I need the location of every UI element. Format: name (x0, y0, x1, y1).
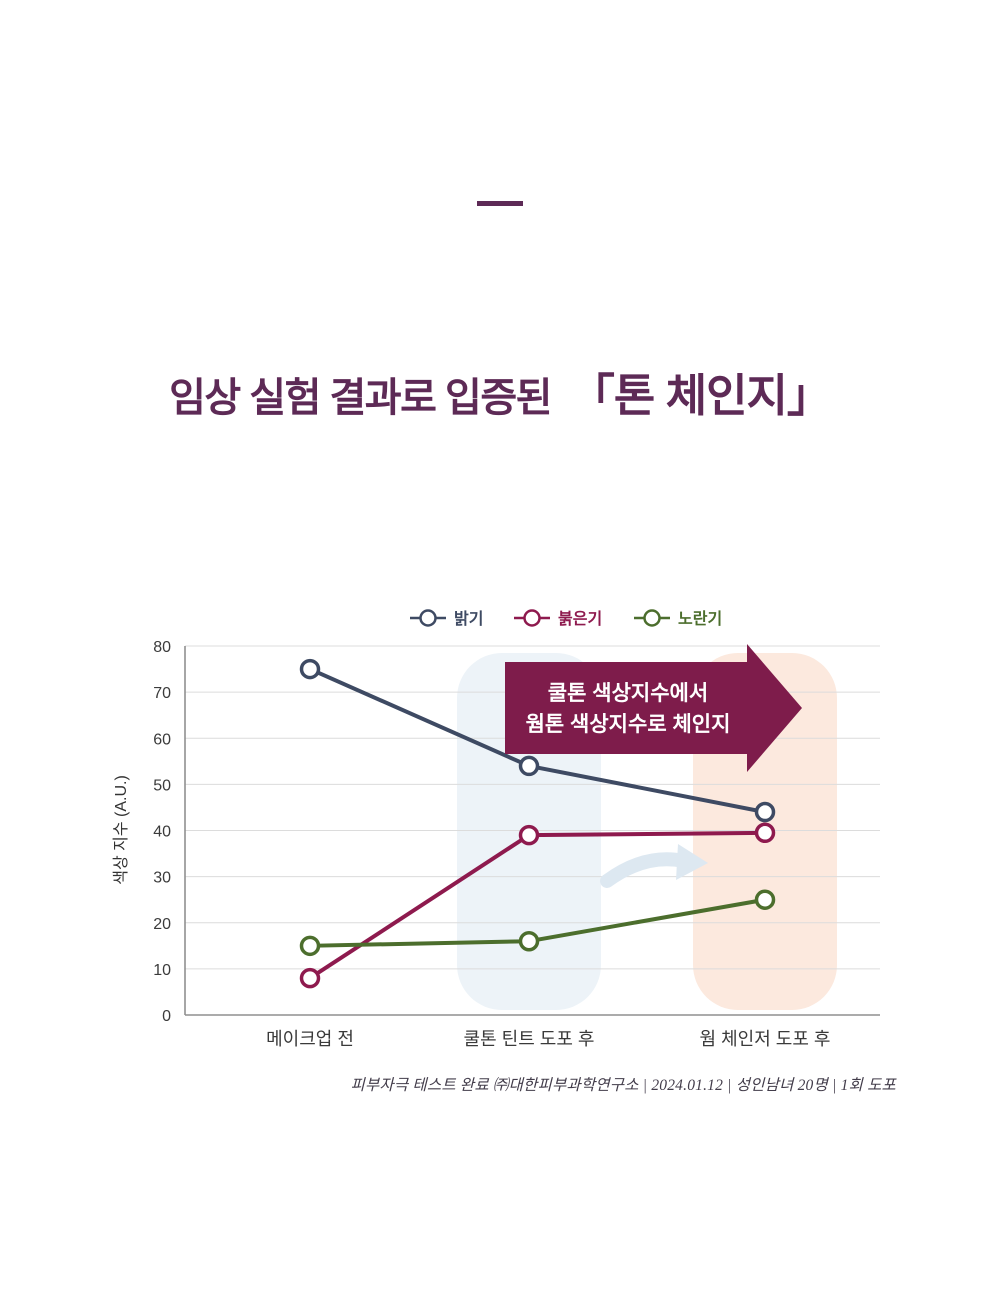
legend-label: 노란기 (678, 610, 722, 628)
y-tick-label: 70 (153, 685, 171, 702)
data-point-marker (299, 967, 321, 989)
transition-arrow-icon (600, 852, 691, 888)
legend-marker-icon (419, 609, 437, 627)
tone-change-chart: 0 10 20 30 40 50 60 70 80 색상 지수 (A.U.) 메이크업 전 쿨톤 틴트… (110, 598, 910, 1098)
data-point-marker (518, 755, 540, 777)
footnote: 피부자극 테스트 완료 ㈜대한피부과학연구소 | 2024.01.12 | 성인… (350, 1077, 896, 1094)
legend-marker-icon (523, 609, 541, 627)
annotation-text: 웜톤 색상지수로 체인지 (526, 713, 731, 736)
legend-label: 붉은기 (558, 610, 602, 628)
legend-label: 밝기 (454, 610, 483, 628)
y-tick-label: 0 (162, 1008, 171, 1025)
data-point-marker (518, 824, 540, 846)
chart-svg: 0 10 20 30 40 50 60 70 80 색상 지수 (A.U.) 메이크업 전 쿨톤 틴트… (112, 609, 880, 1049)
y-tick-label: 40 (153, 824, 171, 841)
y-tick-label: 30 (153, 870, 171, 887)
page-title: 임상 실험 결과로 입증된 「톤 체인지」 (0, 370, 1000, 422)
y-tick-label: 50 (153, 777, 171, 794)
data-point-marker (754, 801, 776, 823)
title-divider (477, 201, 523, 206)
y-axis-label: 색상 지수 (A.U.) (112, 775, 130, 885)
transition-arrow-head-icon (676, 844, 708, 880)
y-tick-label: 60 (153, 731, 171, 748)
data-point-marker (754, 822, 776, 844)
y-tick-label: 80 (153, 639, 171, 656)
y-tick-label: 20 (153, 916, 171, 933)
x-category-label: 웜 체인저 도포 후 (700, 1029, 831, 1049)
data-point-marker (299, 935, 321, 957)
title-prefix: 임상 실험 결과로 입증된 (169, 376, 552, 420)
y-tick-label: 10 (153, 962, 171, 979)
data-point-marker (518, 930, 540, 952)
legend-marker-icon (643, 609, 661, 627)
data-point-marker (299, 658, 321, 680)
title-highlight: 「톤 체인지」 (569, 370, 832, 421)
annotation-text: 쿨톤 색상지수에서 (548, 682, 708, 705)
data-point-marker (754, 889, 776, 910)
annotation-arrow (505, 644, 802, 772)
x-category-label: 쿨톤 틴트 도포 후 (464, 1029, 595, 1049)
x-category-label: 메이크업 전 (266, 1029, 354, 1049)
